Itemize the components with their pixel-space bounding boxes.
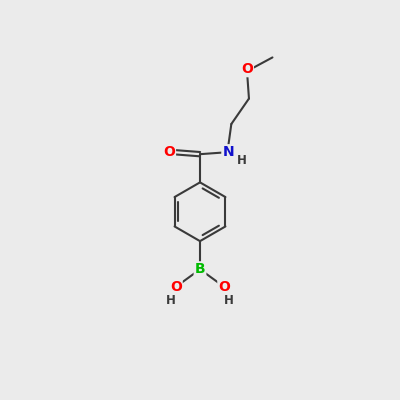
Text: O: O <box>170 280 182 294</box>
Text: H: H <box>237 154 247 167</box>
Text: O: O <box>241 62 253 76</box>
Text: O: O <box>218 280 230 294</box>
Text: N: N <box>222 145 234 159</box>
Text: O: O <box>163 145 175 159</box>
Text: H: H <box>166 294 176 307</box>
Text: H: H <box>224 294 234 307</box>
Text: B: B <box>195 262 205 276</box>
